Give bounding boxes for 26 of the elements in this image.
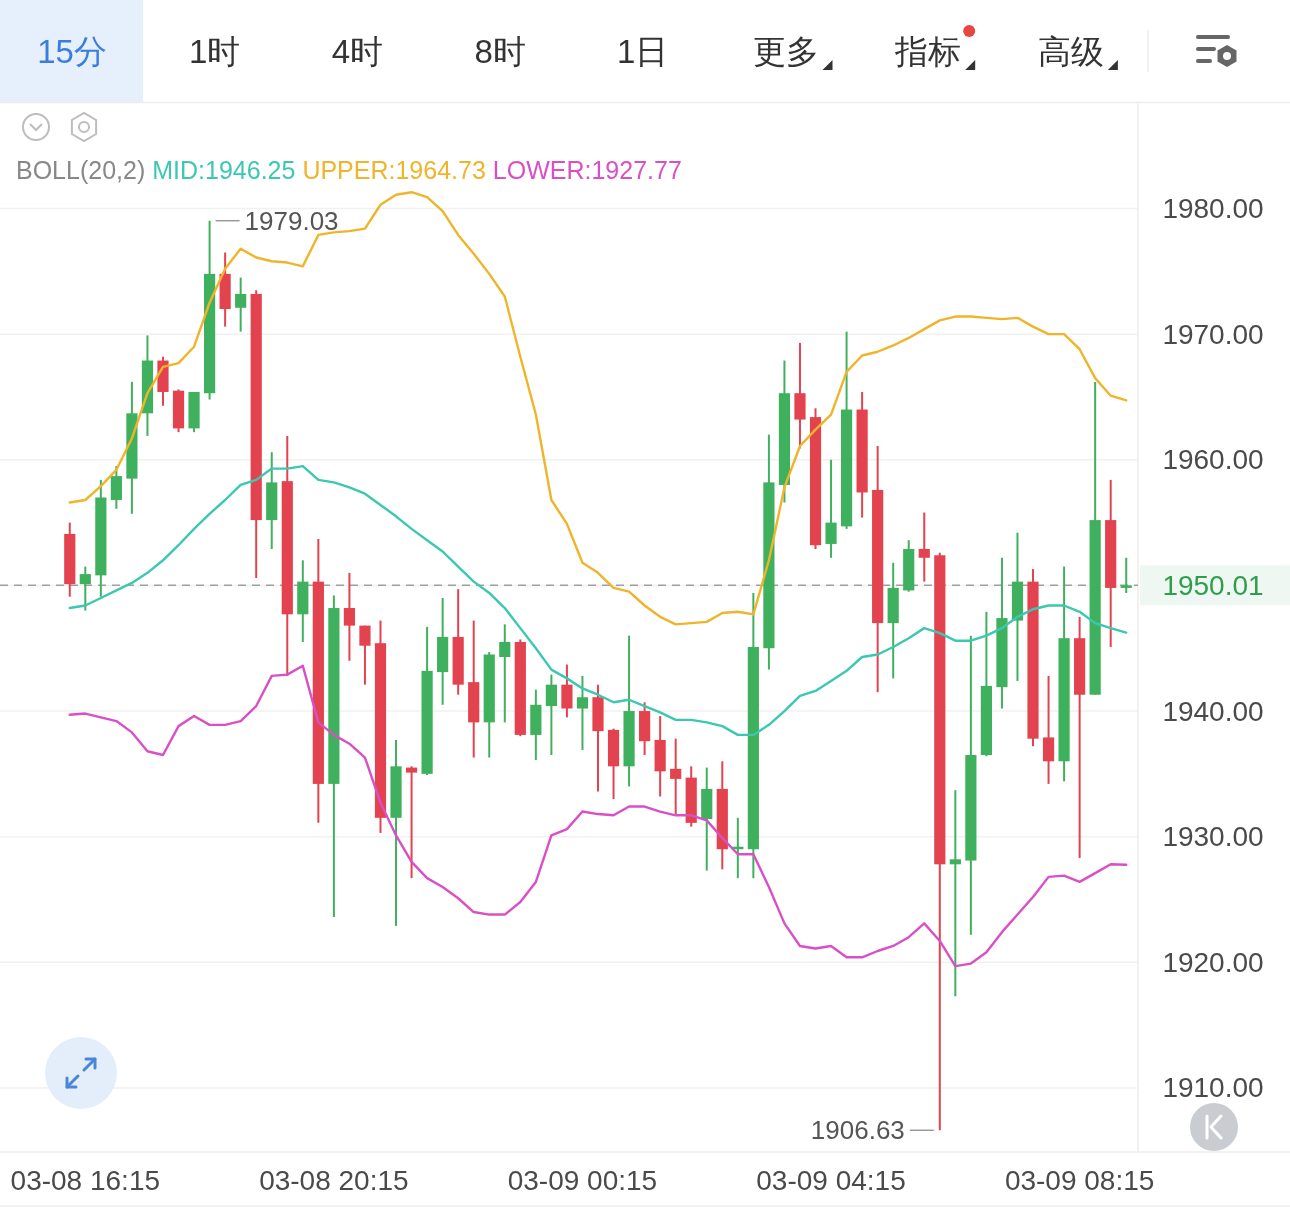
- y-tick-label: 1920.00: [1162, 946, 1264, 978]
- y-tick-label: 1910.00: [1162, 1072, 1264, 1104]
- x-tick-label: 03-08 16:15: [10, 1164, 161, 1196]
- x-tick-label: 03-09 08:15: [1004, 1164, 1155, 1196]
- price-tag: 1950.01: [1140, 565, 1290, 606]
- legend: BOLL(20,2) MID:1946.25 UPPER:1964.73 LOWER:1927.77: [16, 156, 682, 184]
- text: 高级: [1037, 32, 1104, 70]
- text: 4时: [331, 32, 384, 70]
- annotation: 1906.63: [810, 1115, 905, 1146]
- x-tick-label: 03-08 20:15: [259, 1164, 409, 1196]
- y-tick-label: 1960.00: [1162, 444, 1264, 476]
- y-tick-label: 1980.00: [1162, 193, 1264, 225]
- text: 8时: [474, 32, 526, 70]
- extreme-label: 1979.03: [214, 205, 339, 236]
- text: 1日: [617, 32, 669, 70]
- annotation: 1979.03: [244, 205, 339, 236]
- text: 更多: [752, 32, 819, 70]
- x-tick-label: 03-09 04:15: [756, 1164, 906, 1196]
- y-tick-label: 1940.00: [1162, 695, 1264, 727]
- y-tick-label: 1930.00: [1162, 821, 1264, 853]
- text: 15分: [37, 32, 107, 70]
- extreme-label: 1906.63: [810, 1115, 935, 1146]
- y-tick-label: 1970.00: [1162, 318, 1264, 350]
- text: 1时: [189, 32, 241, 70]
- x-tick-label: 03-09 00:15: [507, 1164, 658, 1196]
- text: 指标: [894, 32, 962, 70]
